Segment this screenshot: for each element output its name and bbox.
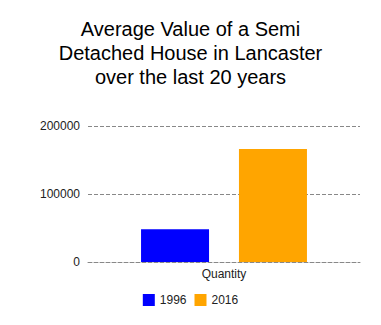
svg-text:1996: 1996 bbox=[160, 293, 187, 307]
svg-text:200000: 200000 bbox=[40, 119, 80, 133]
svg-text:Detached House in Lancaster: Detached House in Lancaster bbox=[59, 42, 323, 64]
svg-text:2016: 2016 bbox=[212, 293, 239, 307]
svg-text:Average Value of a Semi: Average Value of a Semi bbox=[81, 18, 300, 40]
svg-text:0: 0 bbox=[73, 255, 80, 269]
svg-text:over the last 20 years: over the last 20 years bbox=[95, 66, 286, 88]
svg-text:100000: 100000 bbox=[40, 187, 80, 201]
svg-text:Quantity: Quantity bbox=[202, 267, 247, 281]
